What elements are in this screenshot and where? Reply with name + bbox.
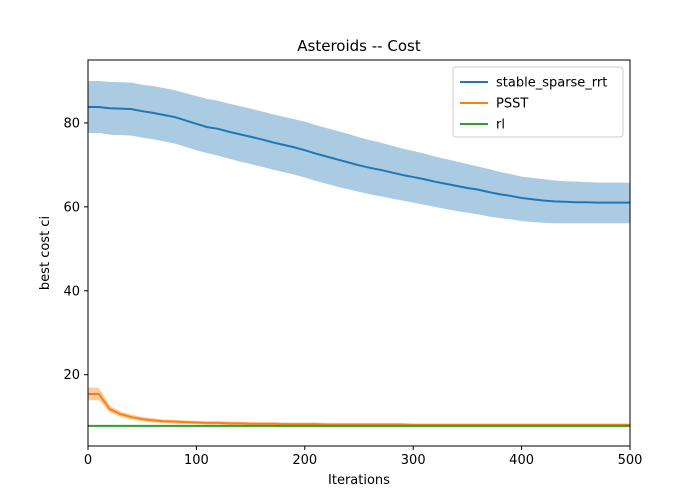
legend-label-psst: PSST xyxy=(496,97,528,112)
x-axis-label: Iterations xyxy=(328,473,390,488)
y-tick-label: 60 xyxy=(63,200,80,215)
x-tick-label: 300 xyxy=(401,453,426,468)
series-group xyxy=(88,80,630,427)
y-tick-label: 40 xyxy=(63,284,80,299)
band-stable-sparse-rrt xyxy=(88,80,630,224)
y-tick-label: 20 xyxy=(63,368,80,383)
legend-label-stable-sparse-rrt: stable_sparse_rrt xyxy=(496,76,607,91)
y-axis-label: best cost ci xyxy=(38,216,53,290)
axis-ticks: 0 100 200 300 400 500 20 40 60 80 xyxy=(63,116,642,468)
legend-box xyxy=(452,66,624,138)
x-tick-label: 400 xyxy=(509,453,534,468)
chart-title: Asteroids -- Cost xyxy=(297,37,421,55)
x-tick-label: 200 xyxy=(292,453,317,468)
line-stable-sparse-rrt xyxy=(88,105,630,204)
x-tick-label: 0 xyxy=(84,453,92,468)
legend-label-rl: rl xyxy=(496,118,505,133)
plot-area xyxy=(88,80,630,427)
legend: stable_sparse_rrt PSST rl xyxy=(452,66,624,138)
x-tick-label: 100 xyxy=(184,453,209,468)
y-tick-label: 80 xyxy=(63,116,80,131)
x-tick-label: 500 xyxy=(618,453,643,468)
axes-frame xyxy=(87,59,631,447)
